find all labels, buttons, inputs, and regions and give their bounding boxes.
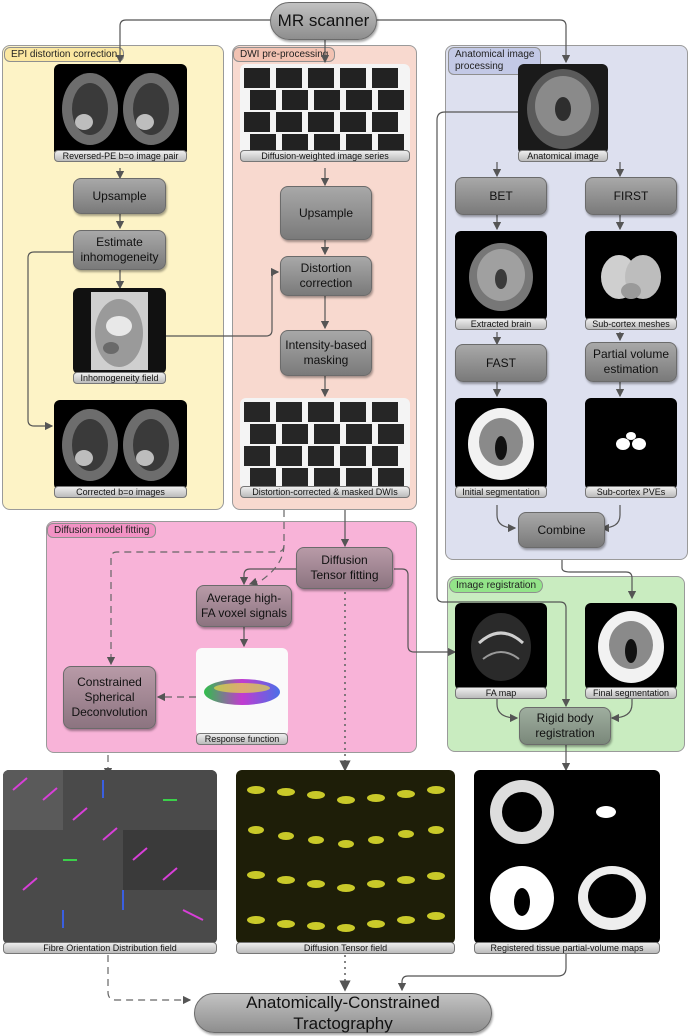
initial-segmentation-image: [455, 398, 547, 490]
diffusion-tensor-field-image: [236, 770, 455, 944]
partial-volume-node: Partial volume estimation: [585, 342, 677, 382]
subcortex-meshes-caption: Sub-cortex meshes: [585, 318, 677, 330]
reversed-pe-caption: Reversed-PE b=o image pair: [54, 150, 187, 162]
response-function-image: [196, 648, 288, 736]
dwi-masked-image: [240, 398, 410, 490]
average-high-fa-node: Average high- FA voxel signals: [196, 585, 292, 627]
csd-node: Constrained Spherical Deconvolution: [63, 666, 156, 729]
response-function-caption: Response function: [196, 733, 288, 745]
dwi-series-image: [240, 64, 410, 156]
registered-maps-image: [474, 770, 660, 944]
anat-panel-title: Anatomical image processing: [448, 47, 542, 75]
initial-segmentation-caption: Initial segmentation: [455, 486, 547, 498]
upsample-epi-node: Upsample: [73, 178, 166, 214]
mr-scanner-node: MR scanner: [270, 2, 377, 40]
corrected-b0-caption: Corrected b=o images: [54, 486, 187, 498]
diffusion-tensor-field-caption: Diffusion Tensor field: [236, 942, 455, 954]
diffusion-tensor-fitting-node: Diffusion Tensor fitting: [296, 547, 393, 589]
fa-map-caption: FA map: [455, 687, 547, 699]
fast-node: FAST: [455, 344, 547, 382]
inhomogeneity-field-image: [73, 288, 166, 374]
subcortex-pves-caption: Sub-cortex PVEs: [585, 486, 677, 498]
subcortex-meshes-image: [585, 231, 677, 321]
dwi-series-caption: Diffusion-weighted image series: [240, 150, 410, 162]
anatomical-image: [518, 64, 608, 154]
upsample-dwi-node: Upsample: [280, 186, 372, 240]
epi-panel-title: EPI distortion correction: [4, 47, 125, 62]
act-node: Anatomically-Constrained Tractography: [194, 993, 492, 1033]
extracted-brain-image: [455, 231, 547, 321]
corrected-b0-image: [54, 400, 187, 490]
combine-node: Combine: [518, 512, 605, 548]
inhomogeneity-field-caption: Inhomogeneity field: [73, 372, 166, 384]
reg-panel-title: Image registration: [449, 578, 544, 593]
model-panel-title: Diffusion model fitting: [47, 523, 157, 538]
first-node: FIRST: [585, 177, 677, 215]
intensity-masking-node: Intensity-based masking: [280, 330, 372, 376]
extracted-brain-caption: Extracted brain: [455, 318, 547, 330]
final-segmentation-image: [585, 603, 677, 690]
final-segmentation-caption: Final segmentation: [585, 687, 677, 699]
dwi-panel-title: DWI pre-processing: [233, 47, 336, 62]
fod-field-image: [3, 770, 217, 944]
rigid-registration-node: Rigid body registration: [519, 707, 611, 745]
registered-maps-caption: Registered tissue partial-volume maps: [474, 942, 660, 954]
estimate-inhomogeneity-node: Estimate inhomogeneity: [73, 230, 166, 270]
distortion-correction-node: Distortion correction: [280, 256, 372, 296]
reversed-pe-image: [54, 64, 187, 156]
subcortex-pves-image: [585, 398, 677, 490]
fa-map-image: [455, 603, 547, 690]
anatomical-image-caption: Anatomical image: [518, 150, 608, 162]
fod-field-caption: Fibre Orientation Distribution field: [3, 942, 217, 954]
dwi-masked-caption: Distortion-corrected & masked DWIs: [240, 486, 410, 498]
bet-node: BET: [455, 177, 547, 215]
